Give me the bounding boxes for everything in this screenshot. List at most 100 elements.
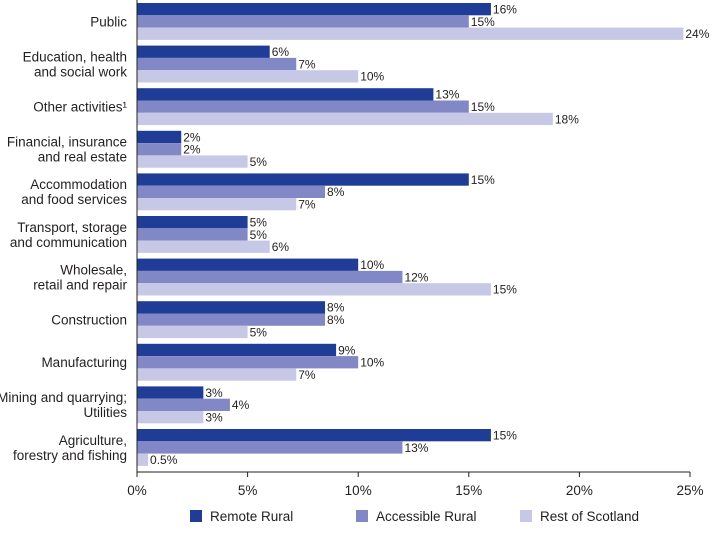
bar-financial-insurance-and-real-estate-rest-of-scotland xyxy=(137,155,248,168)
value-label-construction-accessible-rural: 8% xyxy=(327,313,345,327)
legend-swatch-remote-rural xyxy=(190,510,202,522)
category-label-education-health-and-social-work: and social work xyxy=(34,64,127,79)
x-tick-label-20: 20% xyxy=(566,483,593,498)
category-label-agriculture-forestry-and-fishing: Agriculture, xyxy=(59,433,127,448)
value-label-financial-insurance-and-real-estate-rest-of-scotland: 5% xyxy=(250,155,268,169)
bar-wholesale-retail-and-repair-rest-of-scotland xyxy=(137,283,491,296)
x-tick-label-15: 15% xyxy=(455,483,482,498)
value-label-education-health-and-social-work-rest-of-scotland: 10% xyxy=(360,70,384,84)
value-label-mining-and-quarrying-utilities-remote-rural: 3% xyxy=(205,386,223,400)
value-label-other-activities-rest-of-scotland: 18% xyxy=(555,112,579,126)
x-tick-label-0: 0% xyxy=(127,483,147,498)
bar-public-remote-rural xyxy=(137,3,491,16)
bar-transport-storage-and-communication-remote-rural xyxy=(137,216,248,229)
value-label-education-health-and-social-work-remote-rural: 6% xyxy=(272,45,290,59)
category-label-wholesale-retail-and-repair: retail and repair xyxy=(33,277,127,292)
bar-transport-storage-and-communication-accessible-rural xyxy=(137,228,248,241)
value-label-transport-storage-and-communication-remote-rural: 5% xyxy=(250,215,268,229)
bar-other-activities-accessible-rural xyxy=(137,100,469,113)
value-label-construction-remote-rural: 8% xyxy=(327,301,345,315)
value-label-agriculture-forestry-and-fishing-remote-rural: 15% xyxy=(493,428,517,442)
value-label-wholesale-retail-and-repair-rest-of-scotland: 15% xyxy=(493,283,517,297)
value-label-manufacturing-rest-of-scotland: 7% xyxy=(298,368,316,382)
x-tick-label-10: 10% xyxy=(345,483,372,498)
value-label-agriculture-forestry-and-fishing-accessible-rural: 13% xyxy=(404,441,428,455)
bar-agriculture-forestry-and-fishing-accessible-rural xyxy=(137,441,403,454)
bar-construction-rest-of-scotland xyxy=(137,325,248,339)
legend: Remote Rural Accessible Rural Rest of Scot… xyxy=(190,509,639,524)
category-label-wholesale-retail-and-repair: Wholesale, xyxy=(60,262,127,277)
category-label-manufacturing: Manufacturing xyxy=(41,355,127,370)
value-label-financial-insurance-and-real-estate-remote-rural: 2% xyxy=(183,130,201,144)
value-label-mining-and-quarrying-utilities-accessible-rural: 4% xyxy=(232,398,250,412)
bars-layer xyxy=(137,3,684,466)
value-label-accommodation-and-food-services-rest-of-scotland: 7% xyxy=(298,197,316,211)
bar-wholesale-retail-and-repair-accessible-rural xyxy=(137,270,403,284)
value-label-accommodation-and-food-services-accessible-rural: 8% xyxy=(327,185,345,199)
value-label-wholesale-retail-and-repair-remote-rural: 10% xyxy=(360,258,384,272)
bar-construction-remote-rural xyxy=(137,301,326,314)
bar-manufacturing-rest-of-scotland xyxy=(137,368,297,381)
legend-label-rest-of-scotland: Rest of Scotland xyxy=(540,509,639,524)
x-tick-label-25: 25% xyxy=(676,483,703,498)
bar-education-health-and-social-work-remote-rural xyxy=(137,45,270,58)
value-label-mining-and-quarrying-utilities-rest-of-scotland: 3% xyxy=(205,410,223,424)
bar-mining-and-quarrying-utilities-accessible-rural xyxy=(137,398,230,411)
bar-agriculture-forestry-and-fishing-remote-rural xyxy=(137,429,491,442)
value-label-transport-storage-and-communication-rest-of-scotland: 6% xyxy=(272,240,290,254)
x-axis: 0% 5% 10% 15% 20% 25% xyxy=(127,0,704,498)
legend-label-accessible-rural: Accessible Rural xyxy=(376,509,477,524)
legend-swatch-rest-of-scotland xyxy=(520,510,532,522)
bar-mining-and-quarrying-utilities-remote-rural xyxy=(137,386,204,399)
bar-other-activities-rest-of-scotland xyxy=(137,112,553,126)
bar-accommodation-and-food-services-accessible-rural xyxy=(137,185,326,198)
value-label-manufacturing-remote-rural: 9% xyxy=(338,343,356,357)
value-label-other-activities-accessible-rural: 15% xyxy=(471,100,495,114)
bar-financial-insurance-and-real-estate-remote-rural xyxy=(137,130,182,144)
category-label-accommodation-and-food-services: and food services xyxy=(21,192,127,207)
value-label-education-health-and-social-work-accessible-rural: 7% xyxy=(298,57,316,71)
bar-education-health-and-social-work-rest-of-scotland xyxy=(137,70,359,83)
category-label-education-health-and-social-work: Education, health xyxy=(23,49,127,64)
category-label-mining-and-quarrying-utilities: Mining and quarrying; xyxy=(0,390,127,405)
category-label-financial-insurance-and-real-estate: and real estate xyxy=(38,150,127,165)
bar-financial-insurance-and-real-estate-accessible-rural xyxy=(137,143,182,156)
category-label-public: Public xyxy=(90,14,127,29)
category-label-mining-and-quarrying-utilities: Utilities xyxy=(83,405,127,420)
legend-swatch-accessible-rural xyxy=(356,510,368,522)
bar-wholesale-retail-and-repair-remote-rural xyxy=(137,258,359,271)
bar-manufacturing-remote-rural xyxy=(137,343,337,357)
bar-construction-accessible-rural xyxy=(137,313,326,326)
bar-other-activities-remote-rural xyxy=(137,88,434,101)
bar-mining-and-quarrying-utilities-rest-of-scotland xyxy=(137,411,204,424)
value-label-public-rest-of-scotland: 24% xyxy=(685,27,709,41)
bar-public-rest-of-scotland xyxy=(137,27,684,40)
value-label-wholesale-retail-and-repair-accessible-rural: 12% xyxy=(404,270,428,284)
value-label-financial-insurance-and-real-estate-accessible-rural: 2% xyxy=(183,143,201,157)
category-label-construction: Construction xyxy=(51,312,127,327)
bar-accommodation-and-food-services-rest-of-scotland xyxy=(137,198,297,211)
bar-education-health-and-social-work-accessible-rural xyxy=(137,57,297,71)
category-label-financial-insurance-and-real-estate: Financial, insurance xyxy=(7,135,127,150)
value-labels-layer: 16%15%24%6%7%10%13%15%18%2%2%5%15%8%7%5%… xyxy=(150,2,710,467)
bar-transport-storage-and-communication-rest-of-scotland xyxy=(137,240,270,253)
category-label-transport-storage-and-communication: Transport, storage xyxy=(17,220,127,235)
category-label-agriculture-forestry-and-fishing: forestry and fishing xyxy=(13,448,127,463)
legend-label-remote-rural: Remote Rural xyxy=(210,509,293,524)
category-label-accommodation-and-food-services: Accommodation xyxy=(30,177,127,192)
value-label-accommodation-and-food-services-remote-rural: 15% xyxy=(471,173,495,187)
bar-accommodation-and-food-services-remote-rural xyxy=(137,173,469,186)
bar-public-accessible-rural xyxy=(137,15,469,28)
value-label-agriculture-forestry-and-fishing-rest-of-scotland: 0.5% xyxy=(150,453,178,467)
category-label-transport-storage-and-communication: and communication xyxy=(10,235,127,250)
value-label-manufacturing-accessible-rural: 10% xyxy=(360,356,384,370)
category-label-other-activities: Other activities¹ xyxy=(33,99,127,114)
value-label-public-remote-rural: 16% xyxy=(493,2,517,16)
value-label-other-activities-remote-rural: 13% xyxy=(435,88,459,102)
bar-agriculture-forestry-and-fishing-rest-of-scotland xyxy=(137,453,149,466)
value-label-construction-rest-of-scotland: 5% xyxy=(250,325,268,339)
bar-manufacturing-accessible-rural xyxy=(137,356,359,369)
value-label-public-accessible-rural: 15% xyxy=(471,15,495,29)
